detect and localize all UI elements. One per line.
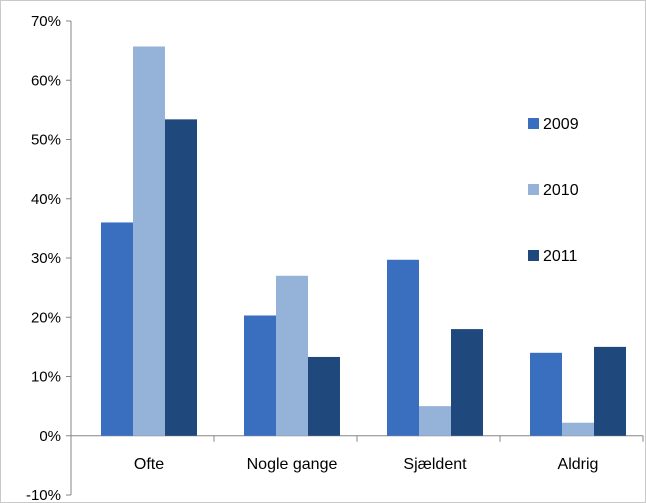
bar-2009-3 <box>387 259 419 436</box>
bar-2009-1 <box>101 222 133 436</box>
bar-2011-3 <box>451 329 483 436</box>
y-tick-label: 40% <box>31 191 61 208</box>
y-tick-label: 30% <box>31 250 61 267</box>
y-tick-label: 70% <box>31 13 61 30</box>
legend-swatch <box>528 184 539 195</box>
y-tick-label: 0% <box>39 428 61 445</box>
bar-2009-4 <box>530 352 562 436</box>
legend-swatch <box>528 118 539 129</box>
x-category-label: Aldrig <box>558 456 599 473</box>
bar-2010-4 <box>562 422 594 436</box>
y-tick-label: 10% <box>31 369 61 386</box>
legend-swatch <box>528 250 539 261</box>
y-tick-label: 50% <box>31 132 61 149</box>
legend-label: 2009 <box>543 116 579 133</box>
x-category-label: Nogle gange <box>247 456 338 473</box>
bars-layer <box>101 46 626 436</box>
y-tick-label: -10% <box>26 487 61 502</box>
bar-2010-2 <box>276 275 308 436</box>
bar-2011-4 <box>594 346 626 436</box>
legend-label: 2010 <box>543 182 579 199</box>
bar-2010-3 <box>419 406 451 436</box>
bar-2009-2 <box>244 315 276 436</box>
bar-2011-2 <box>308 356 340 436</box>
bar-2011-1 <box>165 119 197 436</box>
legend: 2009 2010 2011 <box>528 116 579 265</box>
x-category-label: Ofte <box>134 456 164 473</box>
legend-label: 2011 <box>543 248 578 265</box>
y-tick-label: 60% <box>31 72 61 89</box>
bar-2010-1 <box>133 46 165 436</box>
labels-layer: -10% 0% 10% 20% 30% 40% 50% 60% 70% Ofte Nogle gan… <box>26 13 598 502</box>
y-tick-label: 20% <box>31 309 61 326</box>
x-category-label: Sjældent <box>403 456 467 473</box>
